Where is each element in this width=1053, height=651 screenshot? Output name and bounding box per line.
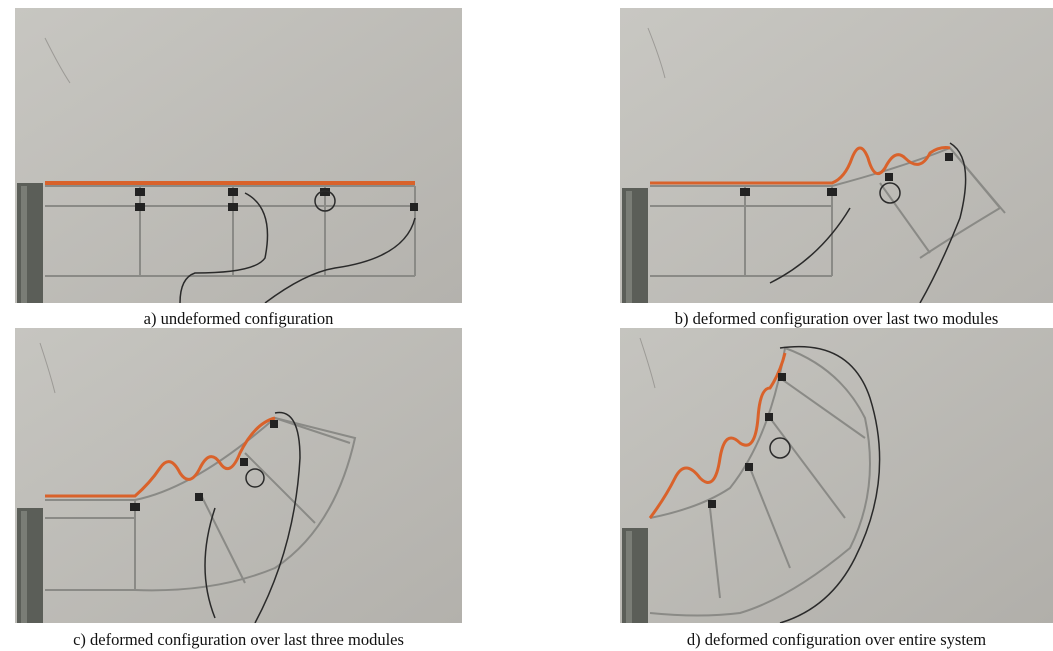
caption-panel-d: d) deformed configuration over entire sy…: [686, 630, 987, 649]
photo-undeformed: [15, 8, 462, 303]
caption-panel-b: b) deformed configuration over last two …: [674, 309, 999, 328]
photo-deformed-entire-system: [620, 328, 1053, 623]
caption-panel-c: c) deformed configuration over last thre…: [73, 630, 404, 649]
photo-deformed-last-two: [620, 8, 1053, 303]
photo-deformed-last-three: [15, 328, 462, 623]
caption-panel-a: a) undeformed configuration: [143, 309, 334, 328]
